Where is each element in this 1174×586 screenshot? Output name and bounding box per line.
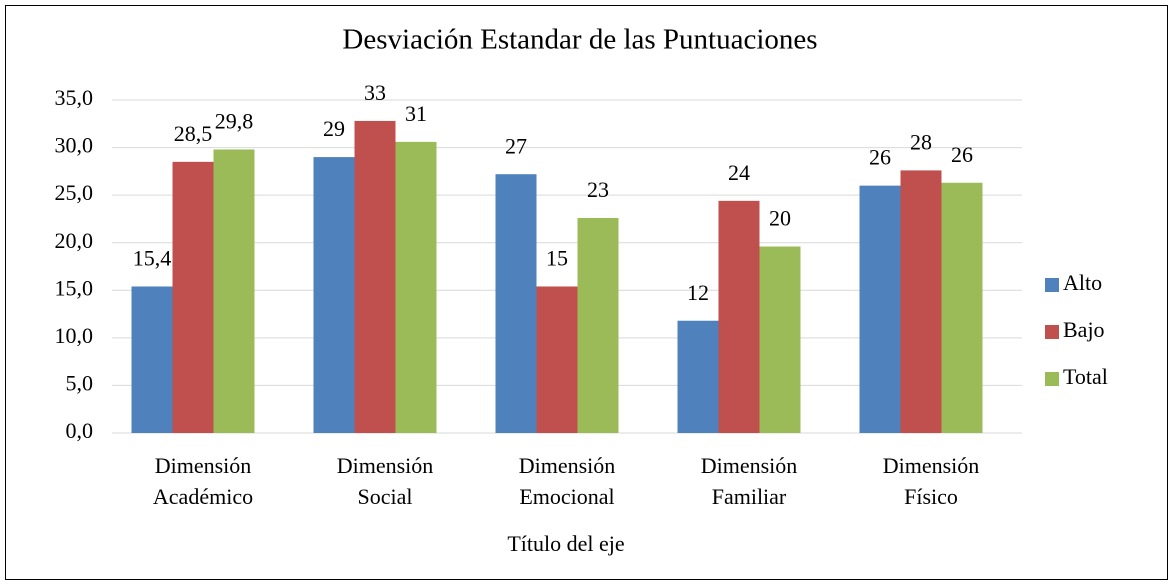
y-tick-label: 35,0 [55,85,94,110]
y-tick-label: 25,0 [55,180,94,205]
y-tick-label: 30,0 [55,133,94,158]
legend-swatch [1045,372,1059,386]
legend-label: Bajo [1063,317,1105,342]
data-label: 33 [364,80,386,105]
x-axis-title: Título del eje [507,531,624,556]
bar [941,182,983,433]
x-tick-label: Dimensión [701,453,798,478]
data-label: 29 [323,116,345,141]
y-tick-label: 15,0 [55,275,94,300]
chart-title: Desviación Estandar de las Puntuaciones [342,24,817,56]
x-tick-label: Dimensión [883,453,980,478]
x-tick-label: Social [358,484,413,509]
x-tick-label: Dimensión [519,453,616,478]
data-label: 12 [687,280,709,305]
data-label: 24 [728,160,750,185]
legend-label: Total [1063,364,1108,389]
bar [495,174,537,433]
bar [131,286,173,433]
data-label: 15 [546,246,568,271]
bar [859,185,901,433]
data-label: 26 [869,145,891,170]
x-tick-label: Físico [904,484,958,509]
data-label: 23 [587,177,609,202]
bar [759,246,801,433]
bar [718,200,760,433]
y-tick-label: 0,0 [66,418,94,443]
legend-swatch [1045,278,1059,292]
data-label: 28 [910,129,932,154]
bar [536,286,578,433]
bar [395,141,437,433]
bar [313,157,355,434]
data-label: 26 [951,142,973,167]
y-tick-label: 10,0 [55,323,94,348]
y-tick-label: 5,0 [66,370,94,395]
data-label: 15,4 [133,246,172,271]
data-label: 28,5 [174,121,213,146]
bar [213,149,255,433]
bar [354,120,396,433]
legend-swatch [1045,325,1059,339]
bar [900,170,942,434]
x-tick-label: Emocional [519,484,614,509]
x-tick-label: Dimensión [155,453,252,478]
y-tick-label: 20,0 [55,228,94,253]
bar [677,320,719,433]
data-label: 29,8 [215,109,254,134]
data-label: 31 [405,101,427,126]
x-tick-label: Académico [153,484,253,509]
bar [172,161,214,434]
bar [577,217,619,433]
x-tick-label: Familiar [712,484,787,509]
x-tick-label: Dimensión [337,453,434,478]
data-label: 20 [769,206,791,231]
data-label: 27 [505,133,527,158]
legend-label: Alto [1063,270,1102,295]
